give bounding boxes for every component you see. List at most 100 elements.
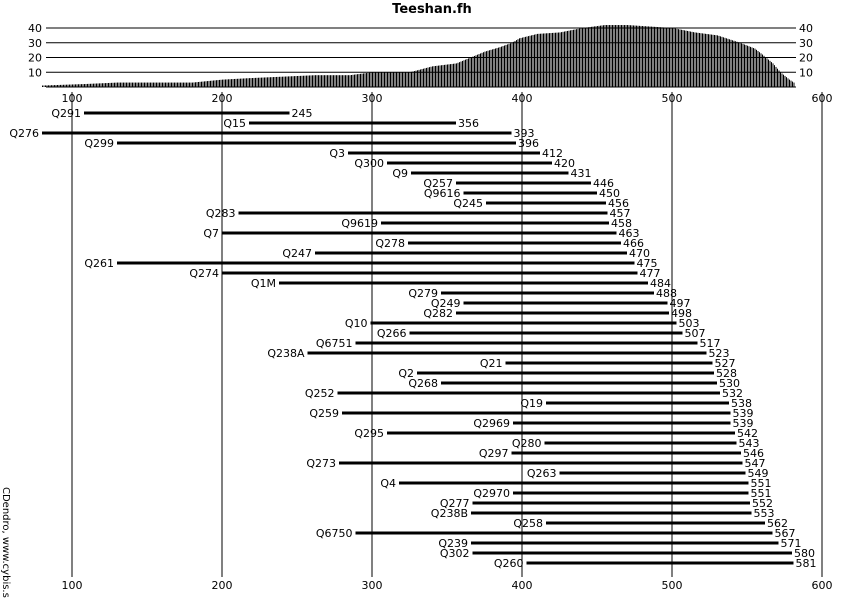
sample-bar <box>417 371 714 375</box>
coverage-column <box>487 50 489 87</box>
coverage-column <box>511 42 513 87</box>
coverage-column <box>228 79 229 87</box>
coverage-column <box>643 26 645 87</box>
coverage-column <box>162 82 163 87</box>
coverage-column <box>270 77 271 87</box>
coverage-column <box>670 27 672 88</box>
coverage-column <box>543 33 544 87</box>
coverage-column <box>178 82 180 87</box>
coverage-column <box>499 47 501 87</box>
coverage-column <box>135 82 136 87</box>
coverage-column <box>160 82 162 87</box>
coverage-column <box>490 49 492 87</box>
x-tick-label-top: 300 <box>362 92 383 105</box>
coverage-column <box>763 55 765 87</box>
coverage-column <box>685 30 687 88</box>
coverage-column <box>466 59 468 87</box>
coverage-column <box>241 78 243 87</box>
coverage-column <box>156 82 157 87</box>
coverage-column <box>255 77 256 87</box>
coverage-column <box>745 45 747 87</box>
coverage-column <box>462 60 463 87</box>
coverage-column <box>79 84 81 87</box>
coverage-column <box>529 35 531 87</box>
coverage-column <box>411 71 412 87</box>
coverage-column <box>496 48 498 87</box>
coverage-column <box>43 85 45 87</box>
coverage-column <box>432 66 433 87</box>
coverage-column <box>720 36 721 87</box>
coverage-column <box>283 76 285 87</box>
coverage-column <box>375 72 376 87</box>
sample-end-label: 553 <box>754 507 775 520</box>
coverage-tick-label-right: 10 <box>799 66 813 79</box>
sample-name-label: Q280 <box>512 437 542 450</box>
coverage-column <box>54 85 55 87</box>
coverage-column <box>385 72 387 87</box>
coverage-column <box>192 82 193 87</box>
coverage-column <box>321 75 322 87</box>
coverage-column <box>346 75 348 87</box>
coverage-column <box>672 28 673 87</box>
coverage-column <box>447 64 448 87</box>
coverage-column <box>88 83 90 87</box>
sample-name-label: Q300 <box>354 157 384 170</box>
coverage-column <box>597 26 598 87</box>
coverage-column <box>706 33 708 87</box>
coverage-column <box>540 33 541 87</box>
coverage-column <box>457 62 459 87</box>
coverage-column <box>262 77 264 87</box>
coverage-column <box>132 82 133 87</box>
sample-bar <box>546 401 729 405</box>
coverage-column <box>609 25 610 87</box>
sample-end-label: 551 <box>751 487 772 500</box>
coverage-column <box>553 32 555 87</box>
coverage-column <box>426 67 427 87</box>
coverage-column <box>736 41 738 87</box>
coverage-column <box>48 85 49 87</box>
coverage-column <box>250 78 252 87</box>
coverage-column <box>456 63 457 87</box>
sample-bar <box>441 381 717 385</box>
coverage-column <box>328 75 330 87</box>
coverage-column <box>453 63 454 87</box>
coverage-column <box>265 77 267 87</box>
coverage-column <box>363 73 364 87</box>
coverage-column <box>577 28 579 87</box>
coverage-column <box>657 27 658 87</box>
coverage-column <box>702 33 703 87</box>
coverage-column <box>388 72 390 87</box>
coverage-column <box>304 75 306 87</box>
coverage-column <box>772 63 774 87</box>
coverage-column <box>774 65 775 87</box>
sample-end-label: 562 <box>767 517 788 530</box>
coverage-column <box>343 75 345 87</box>
coverage-column <box>217 80 219 87</box>
x-tick-label-top: 100 <box>62 92 83 105</box>
coverage-column <box>651 26 652 87</box>
coverage-column <box>408 72 409 87</box>
coverage-column <box>709 34 711 87</box>
coverage-column <box>207 81 208 87</box>
coverage-column <box>433 66 435 87</box>
coverage-column <box>361 73 363 87</box>
coverage-column <box>760 53 762 87</box>
coverage-column <box>583 27 585 87</box>
coverage-column <box>421 69 423 87</box>
sample-end-label: 466 <box>623 237 644 250</box>
coverage-column <box>612 25 613 87</box>
coverage-column <box>546 33 547 87</box>
sample-bar <box>279 281 648 285</box>
coverage-column <box>613 25 615 87</box>
coverage-column <box>295 76 297 87</box>
coverage-column <box>400 72 402 87</box>
coverage-column <box>252 78 253 87</box>
coverage-column <box>391 72 393 87</box>
coverage-column <box>271 77 273 87</box>
sample-bar <box>505 361 713 365</box>
coverage-column <box>630 25 631 87</box>
coverage-column <box>451 63 453 87</box>
coverage-column <box>781 73 783 87</box>
coverage-column <box>712 34 714 87</box>
coverage-column <box>90 83 91 87</box>
